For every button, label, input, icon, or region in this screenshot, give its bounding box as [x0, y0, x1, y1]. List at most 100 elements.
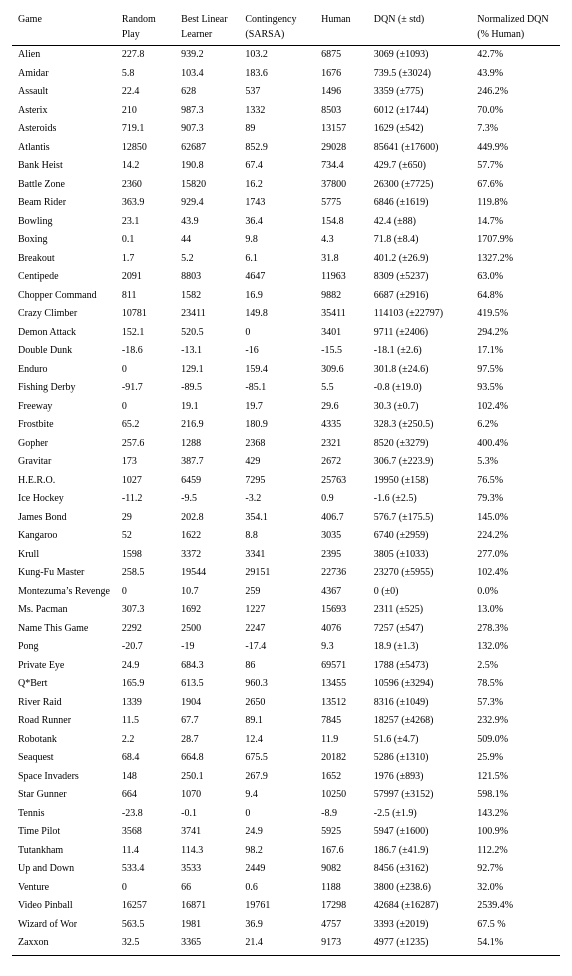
table-row: Road Runner11.567.789.1784518257 (±4268)…	[12, 712, 560, 731]
cell-dqn: 5947 (±1600)	[368, 823, 471, 842]
cell-linear: 907.3	[175, 120, 239, 139]
cell-game: Boxing	[12, 231, 116, 250]
cell-human: 4757	[315, 916, 368, 935]
cell-game: Gravitar	[12, 453, 116, 472]
table-row: Amidar5.8103.4183.61676739.5 (±3024)43.9…	[12, 65, 560, 84]
cell-norm: 102.4%	[471, 564, 560, 583]
cell-dqn: 6740 (±2959)	[368, 527, 471, 546]
cell-dqn: 7257 (±547)	[368, 620, 471, 639]
cell-norm: 78.5%	[471, 675, 560, 694]
table-row: Montezuma’s Revenge010.725943670 (±0)0.0…	[12, 583, 560, 602]
cell-human: 22736	[315, 564, 368, 583]
cell-game: Video Pinball	[12, 897, 116, 916]
cell-norm: 102.4%	[471, 398, 560, 417]
cell-linear: 387.7	[175, 453, 239, 472]
cell-random: 1027	[116, 472, 175, 491]
cell-sarsa: 0	[239, 324, 315, 343]
cell-random: 165.9	[116, 675, 175, 694]
cell-linear: 62687	[175, 139, 239, 158]
cell-game: Name This Game	[12, 620, 116, 639]
table-row: Boxing0.1449.84.371.8 (±8.4)1707.9%	[12, 231, 560, 250]
cell-sarsa: 1743	[239, 194, 315, 213]
col-header-linear: Best LinearLearner	[175, 10, 239, 46]
table-row: Wizard of Wor563.5198136.947573393 (±201…	[12, 916, 560, 935]
cell-random: -91.7	[116, 379, 175, 398]
cell-norm: 224.2%	[471, 527, 560, 546]
cell-human: -15.5	[315, 342, 368, 361]
cell-norm: 67.6%	[471, 176, 560, 195]
col-header-sarsa-l1: Contingency	[245, 14, 296, 25]
cell-random: 11.5	[116, 712, 175, 731]
cell-sarsa: 36.4	[239, 213, 315, 232]
cell-dqn: 51.6 (±4.7)	[368, 731, 471, 750]
cell-linear: 202.8	[175, 509, 239, 528]
cell-random: 533.4	[116, 860, 175, 879]
cell-linear: 67.7	[175, 712, 239, 731]
cell-sarsa: 2650	[239, 694, 315, 713]
cell-human: 9082	[315, 860, 368, 879]
cell-human: 17298	[315, 897, 368, 916]
table-row: Star Gunner66410709.41025057997 (±3152)5…	[12, 786, 560, 805]
table-row: Robotank2.228.712.411.951.6 (±4.7)509.0%	[12, 731, 560, 750]
cell-norm: 112.2%	[471, 842, 560, 861]
cell-game: Bank Heist	[12, 157, 116, 176]
cell-norm: 119.8%	[471, 194, 560, 213]
cell-game: Ms. Pacman	[12, 601, 116, 620]
cell-sarsa: 98.2	[239, 842, 315, 861]
col-header-norm: Normalized DQN(% Human)	[471, 10, 560, 46]
cell-random: 664	[116, 786, 175, 805]
cell-sarsa: 149.8	[239, 305, 315, 324]
cell-dqn: 30.3 (±0.7)	[368, 398, 471, 417]
cell-sarsa: 537	[239, 83, 315, 102]
table-row: Atlantis1285062687852.92902885641 (±1760…	[12, 139, 560, 158]
cell-game: Beam Rider	[12, 194, 116, 213]
cell-norm: 1707.9%	[471, 231, 560, 250]
cell-sarsa: 3341	[239, 546, 315, 565]
col-header-game: Game	[12, 10, 116, 46]
cell-linear: -19	[175, 638, 239, 657]
cell-linear: 16871	[175, 897, 239, 916]
cell-norm: 400.4%	[471, 435, 560, 454]
cell-norm: 93.5%	[471, 379, 560, 398]
cell-game: Assault	[12, 83, 116, 102]
cell-sarsa: 1227	[239, 601, 315, 620]
cell-norm: 17.1%	[471, 342, 560, 361]
cell-linear: 5.2	[175, 250, 239, 269]
cell-random: 307.3	[116, 601, 175, 620]
cell-dqn: 6687 (±2916)	[368, 287, 471, 306]
cell-linear: 114.3	[175, 842, 239, 861]
cell-norm: 0.0%	[471, 583, 560, 602]
cell-human: 2672	[315, 453, 368, 472]
cell-game: Fishing Derby	[12, 379, 116, 398]
cell-human: 9.3	[315, 638, 368, 657]
cell-linear: 987.3	[175, 102, 239, 121]
cell-norm: 294.2%	[471, 324, 560, 343]
col-header-norm-l1: Normalized DQN	[477, 14, 548, 25]
cell-linear: 190.8	[175, 157, 239, 176]
cell-sarsa: 9.4	[239, 786, 315, 805]
cell-human: 4335	[315, 416, 368, 435]
cell-game: Double Dunk	[12, 342, 116, 361]
cell-game: Pong	[12, 638, 116, 657]
cell-human: 10250	[315, 786, 368, 805]
cell-human: 5.5	[315, 379, 368, 398]
table-header-row: Game RandomPlay Best LinearLearner Conti…	[12, 10, 560, 46]
table-body: Alien227.8939.2103.268753069 (±1093)42.7…	[12, 46, 560, 956]
col-header-dqn-l1: DQN (± std)	[374, 14, 424, 25]
cell-random: 3568	[116, 823, 175, 842]
cell-linear: 939.2	[175, 46, 239, 65]
table-row: Chopper Command811158216.998826687 (±291…	[12, 287, 560, 306]
cell-norm: 232.9%	[471, 712, 560, 731]
cell-norm: 54.1%	[471, 934, 560, 955]
cell-sarsa: 2247	[239, 620, 315, 639]
cell-norm: 246.2%	[471, 83, 560, 102]
cell-norm: 6.2%	[471, 416, 560, 435]
cell-random: 22.4	[116, 83, 175, 102]
cell-linear: 929.4	[175, 194, 239, 213]
table-row: Pong-20.7-19-17.49.318.9 (±1.3)132.0%	[12, 638, 560, 657]
table-row: Zaxxon32.5336521.491734977 (±1235)54.1%	[12, 934, 560, 955]
cell-random: -20.7	[116, 638, 175, 657]
results-table: Game RandomPlay Best LinearLearner Conti…	[12, 10, 560, 956]
cell-norm: 13.0%	[471, 601, 560, 620]
cell-linear: 1288	[175, 435, 239, 454]
